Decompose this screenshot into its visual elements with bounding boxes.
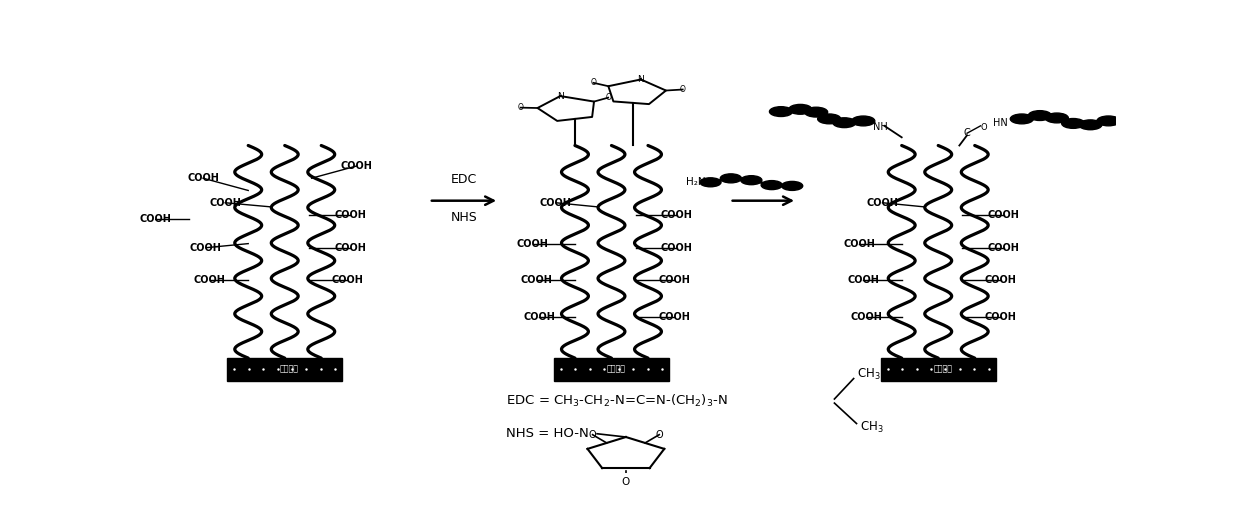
Bar xyxy=(554,358,670,381)
Text: O: O xyxy=(656,430,663,440)
Text: 羧性硅胶: 羧性硅胶 xyxy=(934,365,952,374)
Text: O: O xyxy=(590,78,596,87)
Text: COOH: COOH xyxy=(334,243,366,253)
Text: O: O xyxy=(589,430,596,440)
Text: COOH: COOH xyxy=(661,243,693,253)
Text: 羧性硅胶: 羧性硅胶 xyxy=(280,365,299,374)
Text: COOH: COOH xyxy=(190,243,222,253)
Circle shape xyxy=(1045,113,1069,123)
Text: COOH: COOH xyxy=(341,161,373,171)
Text: COOH: COOH xyxy=(193,276,226,286)
Circle shape xyxy=(1079,120,1102,130)
Bar xyxy=(227,358,342,381)
Circle shape xyxy=(852,116,874,126)
Text: N: N xyxy=(557,91,564,100)
Circle shape xyxy=(1011,114,1033,124)
Text: COOH: COOH xyxy=(523,312,556,322)
Circle shape xyxy=(789,105,812,114)
Bar xyxy=(880,358,996,381)
Text: HN: HN xyxy=(993,118,1008,128)
Text: COOH: COOH xyxy=(851,312,882,322)
Text: COOH: COOH xyxy=(987,210,1019,220)
Text: COOH: COOH xyxy=(539,198,572,208)
Text: COOH: COOH xyxy=(334,210,366,220)
Text: H₂N: H₂N xyxy=(686,177,706,187)
Circle shape xyxy=(833,118,856,127)
Text: NHS = HO-N: NHS = HO-N xyxy=(506,427,589,440)
Text: O: O xyxy=(680,85,686,94)
Text: COOH: COOH xyxy=(521,276,553,286)
Circle shape xyxy=(1061,118,1085,129)
Circle shape xyxy=(699,178,720,187)
Text: EDC = CH$_3$-CH$_2$-N=C=N-(CH$_2$)$_3$-N: EDC = CH$_3$-CH$_2$-N=C=N-(CH$_2$)$_3$-N xyxy=(506,393,728,409)
Text: CH$_3$: CH$_3$ xyxy=(857,367,880,382)
Circle shape xyxy=(781,182,802,191)
Text: O: O xyxy=(517,103,523,112)
Circle shape xyxy=(770,107,792,116)
Text: O: O xyxy=(980,123,987,132)
Circle shape xyxy=(720,174,742,183)
Text: COOH: COOH xyxy=(658,276,689,286)
Text: O: O xyxy=(621,477,630,487)
Text: COOH: COOH xyxy=(517,238,548,249)
Text: NH: NH xyxy=(873,122,888,132)
Text: COOH: COOH xyxy=(139,214,171,224)
Text: EDC: EDC xyxy=(451,174,477,186)
Text: COOH: COOH xyxy=(661,210,693,220)
Circle shape xyxy=(817,114,841,124)
Text: NHS: NHS xyxy=(450,211,477,224)
Circle shape xyxy=(1097,116,1120,126)
Text: COOH: COOH xyxy=(331,276,363,286)
Text: O: O xyxy=(605,93,611,102)
Text: COOH: COOH xyxy=(867,198,899,208)
Text: CH$_3$: CH$_3$ xyxy=(861,420,884,435)
Text: COOH: COOH xyxy=(187,173,219,183)
Text: N: N xyxy=(637,75,645,84)
Text: C: C xyxy=(963,128,971,138)
Text: 羧性硅胶: 羧性硅胶 xyxy=(606,365,626,374)
Text: COOH: COOH xyxy=(985,312,1017,322)
Circle shape xyxy=(761,181,782,190)
Circle shape xyxy=(1028,110,1052,121)
Circle shape xyxy=(805,107,827,117)
Text: COOH: COOH xyxy=(658,312,689,322)
Text: COOH: COOH xyxy=(847,276,879,286)
Text: COOH: COOH xyxy=(985,276,1017,286)
Circle shape xyxy=(740,176,761,185)
Text: COOH: COOH xyxy=(987,243,1019,253)
Text: COOH: COOH xyxy=(843,238,875,249)
Text: COOH: COOH xyxy=(210,198,241,208)
